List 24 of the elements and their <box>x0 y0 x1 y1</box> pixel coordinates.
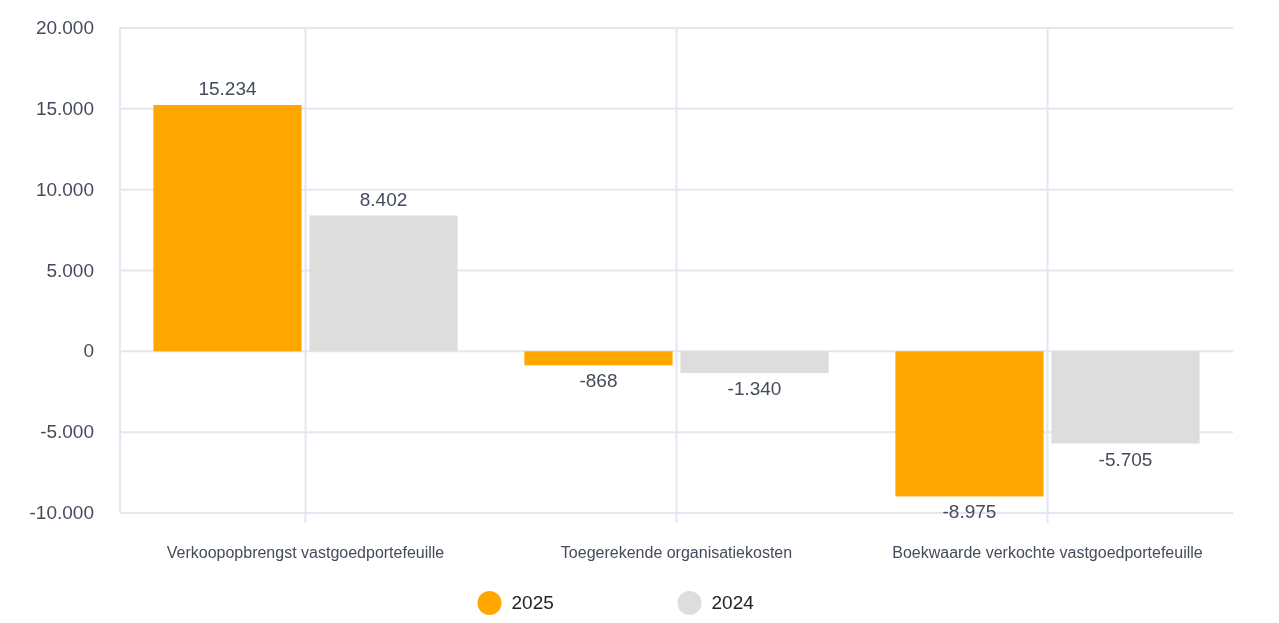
bar <box>895 351 1044 497</box>
y-tick-label: 20.000 <box>35 17 94 38</box>
y-tick-label: -5.000 <box>40 421 94 443</box>
data-label: -1.340 <box>727 378 782 399</box>
y-tick-label: -10.000 <box>29 502 94 523</box>
y-tick-label: 5.000 <box>46 259 94 281</box>
data-label: -8.975 <box>942 501 997 523</box>
x-tick-label: Boekwaarde verkochte vastgoedportefeuille <box>892 544 1203 561</box>
data-label: 15.234 <box>198 78 257 100</box>
data-label: -868 <box>579 370 618 392</box>
y-tick-label: 15.000 <box>35 97 94 119</box>
x-tick-label: Toegerekende organisatiekosten <box>560 544 793 561</box>
y-tick-label: 0 <box>83 340 94 362</box>
data-label: 8.402 <box>359 188 408 210</box>
bar <box>153 105 302 352</box>
legend-label: 2024 <box>711 592 755 613</box>
legend-label: 2025 <box>511 592 554 613</box>
bar <box>524 351 673 366</box>
y-tick-label: 10.000 <box>35 178 94 200</box>
data-label: -5.705 <box>1098 448 1153 470</box>
bar <box>680 351 829 373</box>
bar <box>309 215 458 352</box>
bar <box>1051 351 1200 444</box>
x-tick-label: Verkoopopbrengst vastgoedportefeuille <box>166 544 445 561</box>
